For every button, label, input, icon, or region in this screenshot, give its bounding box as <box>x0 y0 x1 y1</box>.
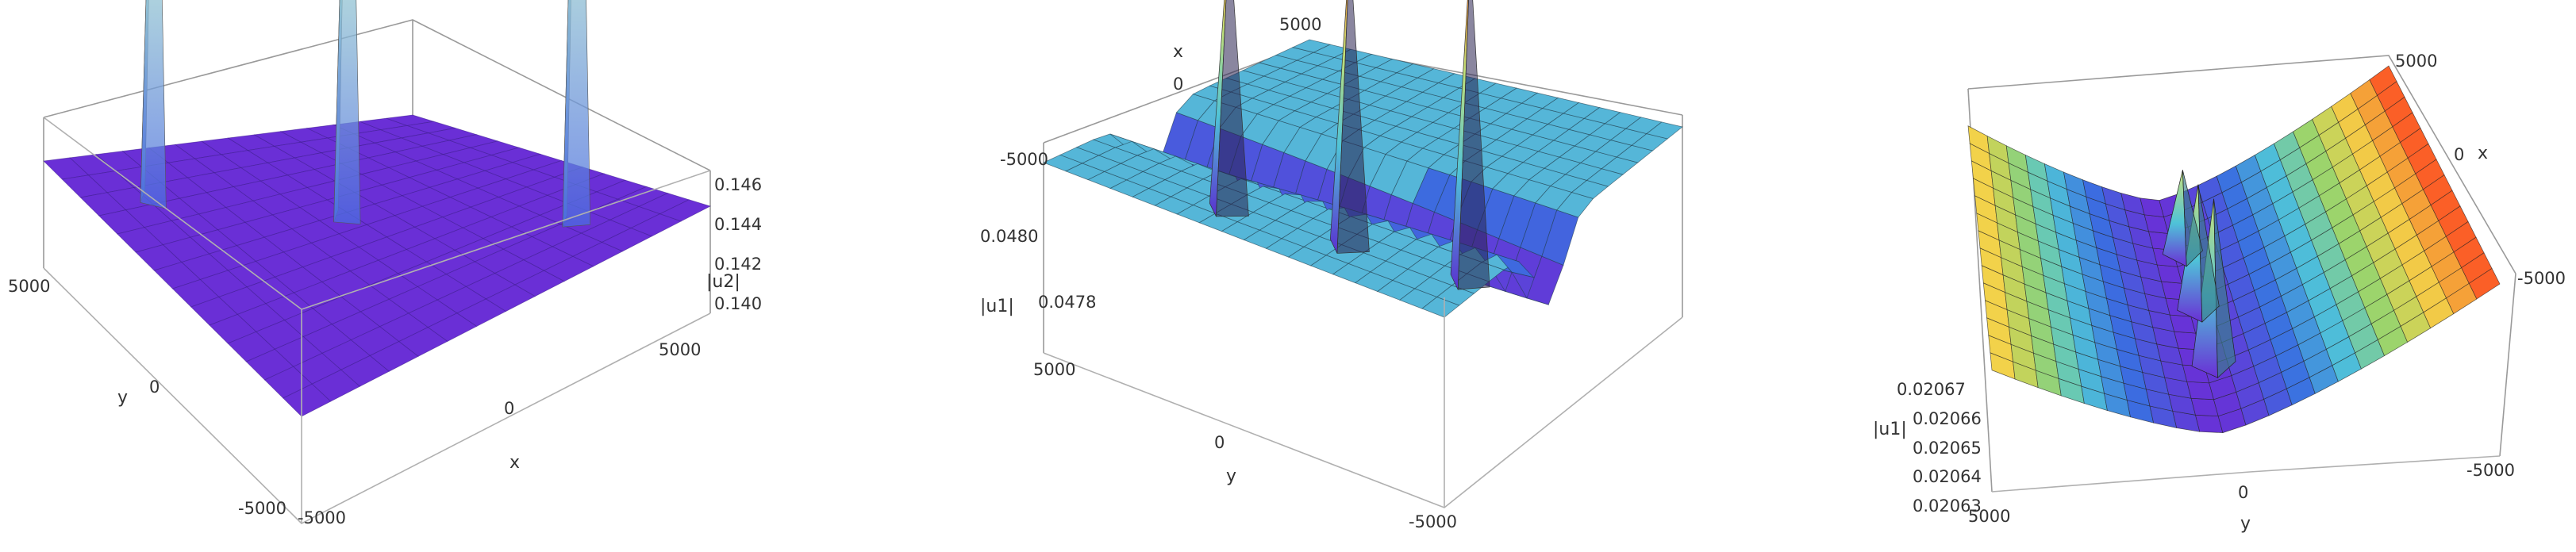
plot1-peak-3-shade <box>562 0 591 228</box>
plot2-y-label: y <box>1226 466 1236 486</box>
plot1-z-tick-0144: 0.144 <box>714 215 762 234</box>
plot3-peaks <box>2162 170 2236 379</box>
plot3-box-top <box>1967 55 2516 274</box>
plot3-surface-cell <box>2369 65 2397 96</box>
plot3-z-tick-002065: 0.02065 <box>1913 439 1982 458</box>
plot3-peak-3-shade <box>2182 170 2203 267</box>
plot3-x-tick-neg5000: -5000 <box>2517 269 2566 288</box>
plot1-y-tick-neg5000: -5000 <box>238 499 286 518</box>
plot1-y-label: y <box>117 388 128 408</box>
plot2-peaks <box>1209 0 1490 290</box>
plot1-y-tick-0: 0 <box>149 378 160 397</box>
plot3-y-tick-neg5000: -5000 <box>2466 461 2515 480</box>
plot1-x-tick-5000: 5000 <box>659 340 701 359</box>
plot2-y-tick-5000: 5000 <box>1033 360 1075 379</box>
plot3-z-tick-002067: 0.02067 <box>1897 380 1966 399</box>
plot3-y-label: y <box>2240 514 2251 534</box>
plot1-x-tick-neg5000: -5000 <box>298 508 346 527</box>
plot1-z-label: |u2| <box>706 272 740 292</box>
plot2-z-label: |u1| <box>980 297 1014 316</box>
plot3-x-tick-0: 0 <box>2454 145 2464 164</box>
plot2-box-front <box>1043 316 1683 508</box>
plot1-x-label: x <box>509 453 520 473</box>
plot3-surface <box>1967 65 2501 434</box>
plot3-box-right-vertical <box>2499 273 2516 457</box>
plot1-peaks <box>140 0 591 228</box>
plot3-x-label: x <box>2478 144 2488 163</box>
plot2-peak-3-shade <box>1457 0 1490 290</box>
plot2-z-tick-00478: 0.0478 <box>1038 293 1096 312</box>
plot3-z-label: |u1| <box>1873 420 1907 439</box>
plot1-z-tick-0142: 0.142 <box>714 255 762 274</box>
plot2-z-tick-00480: 0.0480 <box>980 227 1038 246</box>
plot3-box-bottom <box>1991 455 2501 493</box>
plot3-x-tick-5000: 5000 <box>2395 52 2437 71</box>
plot3-z-tick-002066: 0.02066 <box>1913 409 1982 428</box>
plot1-z-tick-0146: 0.146 <box>714 175 762 194</box>
plot3-z-tick-002064: 0.02064 <box>1913 467 1982 486</box>
plot3-y-tick-0: 0 <box>2238 483 2248 502</box>
plot1-z-tick-0140: 0.140 <box>714 294 762 313</box>
plot1-x-tick-0: 0 <box>504 399 514 418</box>
plot2-y-tick-0: 0 <box>1214 433 1225 452</box>
plot2-x-tick-5000: 5000 <box>1279 15 1321 34</box>
plot3-z-tick-002063: 0.02063 <box>1913 496 1982 516</box>
plot2-surface-cell <box>1646 121 1683 140</box>
plot3-y-tick-5000: 5000 <box>1968 507 2010 526</box>
surface-plot-u2: 5000 0 -5000 y -5000 0 5000 x 0.146 0.14… <box>8 0 762 527</box>
surface-plot-u1-b: 5000 0 x -5000 0.02067 0.02066 0.02065 |… <box>1873 52 2566 534</box>
plot1-surface-cell <box>659 199 712 222</box>
plot2-y-tick-neg5000: -5000 <box>1409 512 1457 531</box>
plot2-x-label: x <box>1173 42 1183 62</box>
plot1-peak-1-shade <box>140 0 167 209</box>
plot1-y-tick-5000: 5000 <box>8 277 50 296</box>
plot1-box-bottom <box>43 267 711 524</box>
surface-plot-u1-a: 5000 x 0 -5000 0.0480 0.0478 |u1| 5000 0… <box>980 0 1683 531</box>
plot2-peak-1-shade <box>1216 0 1249 217</box>
plot2-peak-2-shade <box>1336 0 1370 254</box>
plot2-x-tick-0: 0 <box>1173 75 1183 94</box>
plot2-x-tick-neg5000: -5000 <box>1000 150 1048 169</box>
plot1-peak-2-shade <box>333 0 361 224</box>
